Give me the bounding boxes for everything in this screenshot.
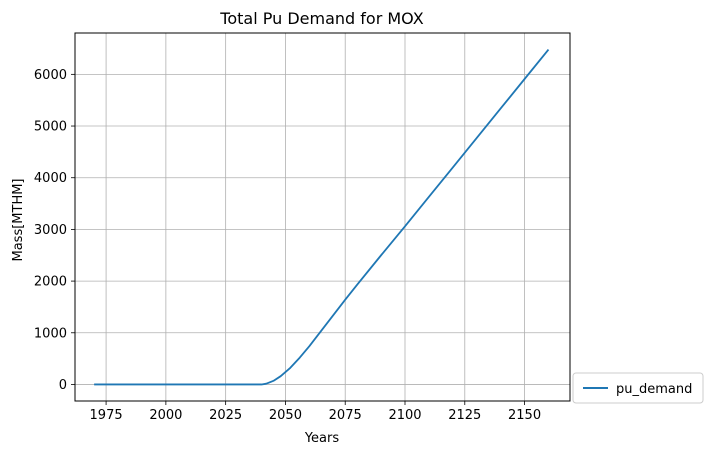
x-tick-label: 2100 bbox=[388, 408, 421, 423]
y-tick-label: 2000 bbox=[34, 275, 67, 290]
x-axis-label: Years bbox=[304, 431, 340, 446]
x-tick-label: 1975 bbox=[90, 408, 123, 423]
x-tick-label: 2150 bbox=[508, 408, 541, 423]
y-tick-label: 6000 bbox=[34, 68, 67, 83]
y-tick-label: 3000 bbox=[34, 223, 67, 238]
series-line-pu-demand bbox=[94, 48, 550, 386]
x-tick-label: 2050 bbox=[269, 408, 302, 423]
y-tick-label: 4000 bbox=[34, 171, 67, 186]
y-tick-label: 5000 bbox=[34, 120, 67, 135]
y-axis-label: Mass[MTHM] bbox=[11, 178, 26, 261]
x-tick-label: 2075 bbox=[329, 408, 362, 423]
y-tick-label: 1000 bbox=[34, 326, 67, 341]
x-tick-label: 2000 bbox=[149, 408, 182, 423]
legend-box bbox=[572, 372, 704, 404]
axis-ticks: 1975 2000 2025 2050 2075 2100 2125 2150 0 1000 200… bbox=[34, 68, 541, 423]
plot-area-frame bbox=[74, 32, 571, 402]
series-layer bbox=[94, 48, 550, 386]
y-tick-label: 0 bbox=[59, 378, 67, 393]
legend: pu_demand bbox=[572, 372, 704, 404]
x-tick-label: 2125 bbox=[448, 408, 481, 423]
legend-label-pu-demand: pu_demand bbox=[616, 382, 692, 397]
chart-title: Total Pu Demand for MOX bbox=[219, 9, 423, 28]
x-tick-label: 2025 bbox=[209, 408, 242, 423]
